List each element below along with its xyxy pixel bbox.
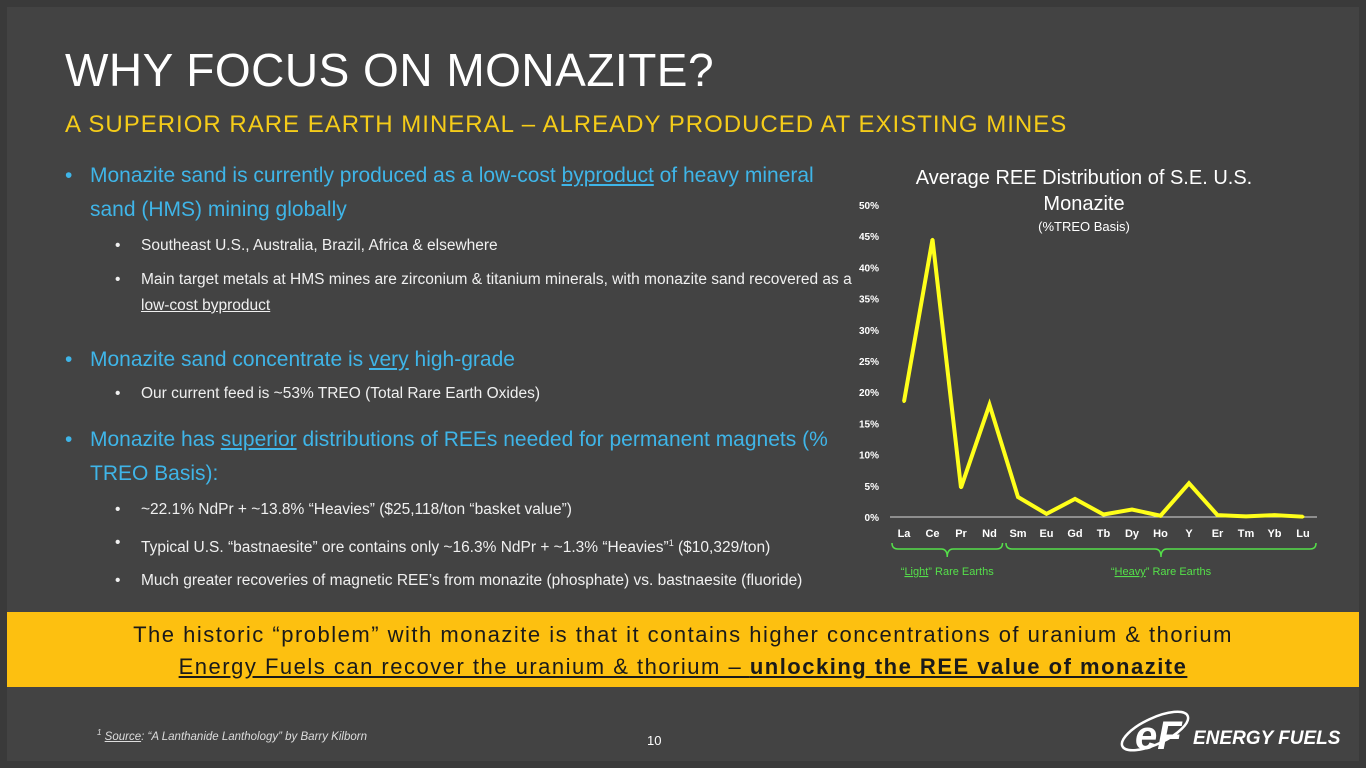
y-tick-label: 20% xyxy=(859,388,879,399)
low-cost-byproduct-link[interactable]: low-cost byproduct xyxy=(141,297,271,314)
y-tick-label: 25% xyxy=(859,357,879,368)
sub-bullet-target-metals: Main target metals at HMS mines are zirc… xyxy=(65,267,865,319)
bullet-distribution: Monazite has superior distributions of R… xyxy=(65,423,865,491)
x-tick-label: Gd xyxy=(1067,528,1082,540)
bullet-text: high-grade xyxy=(408,348,515,371)
banner-line-2-text: Energy Fuels can recover the uranium & t… xyxy=(178,654,750,679)
bullet-high-grade: Monazite sand concentrate is very high-g… xyxy=(65,343,865,377)
sub-bullet-feed: Our current feed is ~53% TREO (Total Rar… xyxy=(65,381,865,407)
group-bracket xyxy=(1005,542,1317,558)
data-point xyxy=(902,400,906,404)
data-point xyxy=(1273,513,1276,517)
x-tick-label: Nd xyxy=(982,528,997,540)
bullet-text: Monazite has xyxy=(90,428,221,451)
x-tick-label: Tb xyxy=(1097,528,1111,540)
chart-title: Average REE Distribution of S.E. U.S. Mo… xyxy=(915,167,1253,215)
bullet-text: Monazite sand is currently produced as a… xyxy=(90,164,562,187)
footnote: 1 Source: “A Lanthanide Lanthology” by B… xyxy=(97,728,367,743)
bullet-text: of heavy mineral sand (HMS) mining globa… xyxy=(90,164,814,221)
x-tick-label: Pr xyxy=(955,528,967,540)
x-tick-label: La xyxy=(898,528,912,540)
footnote-number: 1 xyxy=(97,728,102,737)
y-tick-label: 30% xyxy=(859,326,879,337)
logo-mark-text: eF xyxy=(1135,714,1183,757)
y-tick-label: 0% xyxy=(865,513,880,524)
banner-line-1: The historic “problem” with monazite is … xyxy=(133,622,1233,647)
y-tick-label: 45% xyxy=(859,232,879,243)
data-point xyxy=(1045,512,1048,516)
data-point xyxy=(1244,514,1248,518)
x-tick-label: Eu xyxy=(1039,528,1053,540)
y-tick-label: 50% xyxy=(859,201,879,212)
data-point xyxy=(1159,514,1162,518)
x-tick-label: Ho xyxy=(1153,528,1168,540)
slide-title: WHY FOCUS ON MONAZITE? xyxy=(65,44,715,96)
y-tick-label: 15% xyxy=(859,419,879,430)
sub-bullet-recoveries: Much greater recoveries of magnetic REE’… xyxy=(65,568,865,594)
sub-bullet-bastnaesite: Typical U.S. “bastnaesite” ore contains … xyxy=(65,530,865,561)
x-tick-label: Sm xyxy=(1009,528,1026,540)
sub-bullet-text: ($10,329/ton) xyxy=(673,539,771,557)
data-point xyxy=(1301,515,1305,519)
group-label: “Heavy” Rare Earths xyxy=(1111,566,1212,578)
ree-distribution-chart: Average REE Distribution of S.E. U.S. Mo… xyxy=(827,157,1347,597)
data-point xyxy=(959,486,963,490)
sub-bullet-ndpr: ~22.1% NdPr + ~13.8% “Heavies” ($25,118/… xyxy=(65,497,865,523)
x-tick-label: Tm xyxy=(1238,528,1255,540)
y-tick-label: 10% xyxy=(859,451,879,462)
y-tick-label: 40% xyxy=(859,263,879,274)
byproduct-link[interactable]: byproduct xyxy=(561,164,654,187)
data-point xyxy=(1073,497,1077,501)
x-tick-label: Lu xyxy=(1296,528,1309,540)
x-tick-label: Er xyxy=(1212,528,1224,540)
data-point xyxy=(1016,495,1020,499)
slide-subtitle: A SUPERIOR RARE EARTH MINERAL – ALREADY … xyxy=(65,111,1068,138)
bullet-list: Monazite sand is currently produced as a… xyxy=(65,159,865,594)
banner-line-2: Energy Fuels can recover the uranium & t… xyxy=(7,654,1359,680)
energy-fuels-logo-mark-icon: eF xyxy=(1120,710,1190,757)
x-tick-label: Y xyxy=(1185,528,1193,540)
y-tick-label: 35% xyxy=(859,295,879,306)
logo-text: ENERGY FUELS xyxy=(1193,728,1341,749)
page-number: 10 xyxy=(647,733,662,748)
y-tick-label: 5% xyxy=(865,482,880,493)
x-tick-label: Ce xyxy=(925,528,939,540)
very-link[interactable]: very xyxy=(369,348,409,371)
footnote-source-label: Source xyxy=(104,730,142,743)
sub-bullet-text: Typical U.S. “bastnaesite” ore contains … xyxy=(141,539,669,557)
bullet-text: distributions of REEs needed for permane… xyxy=(90,428,828,485)
data-point xyxy=(1216,513,1219,517)
data-point xyxy=(1130,508,1134,512)
footnote-ref: 1 xyxy=(668,538,674,548)
bullet-byproduct: Monazite sand is currently produced as a… xyxy=(65,159,865,227)
x-tick-label: Dy xyxy=(1125,528,1140,540)
x-tick-label: Yb xyxy=(1267,528,1281,540)
group-label: “Light” Rare Earths xyxy=(901,566,994,578)
data-point xyxy=(988,403,991,407)
footnote-text: : “A Lanthanide Lanthology” by Barry Kil… xyxy=(141,730,367,743)
chart-plot: 0% 5% 10% 15% 20% 25% 30% 35% 40% 45% 50% La Ce Pr Nd S… xyxy=(859,201,1317,578)
banner-line-2-bold: unlocking the REE value of monazite xyxy=(749,654,1188,679)
sub-bullet-regions: Southeast U.S., Australia, Brazil, Afric… xyxy=(65,233,865,259)
slide: WHY FOCUS ON MONAZITE? A SUPERIOR RARE E… xyxy=(7,7,1359,761)
energy-fuels-logo: eF ENERGY FUELS xyxy=(1115,701,1347,757)
bullet-text: Monazite sand concentrate is xyxy=(90,348,369,371)
group-bracket xyxy=(891,542,1004,558)
chart-subtitle: (%TREO Basis) xyxy=(1038,219,1130,234)
data-point xyxy=(931,237,934,241)
data-point xyxy=(1102,513,1105,517)
sub-bullet-text: Main target metals at HMS mines are zirc… xyxy=(141,271,852,288)
highlight-banner: The historic “problem” with monazite is … xyxy=(7,612,1359,687)
data-point xyxy=(1187,481,1191,485)
superior-link[interactable]: superior xyxy=(220,428,297,451)
series-line xyxy=(902,238,1304,519)
